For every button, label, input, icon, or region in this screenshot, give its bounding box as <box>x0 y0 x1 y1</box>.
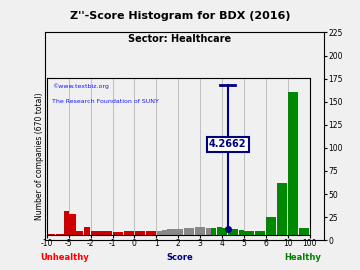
Bar <box>64 208 68 240</box>
Bar <box>138 236 144 240</box>
Bar <box>93 236 114 240</box>
Bar <box>301 51 312 240</box>
Text: Healthy: Healthy <box>284 253 321 262</box>
Bar <box>255 235 265 240</box>
Bar <box>59 238 63 240</box>
Bar <box>84 229 91 240</box>
Bar <box>127 236 138 240</box>
Bar <box>237 233 242 240</box>
Bar <box>225 230 231 240</box>
Bar <box>156 235 161 240</box>
Text: Z''-Score Histogram for BDX (2016): Z''-Score Histogram for BDX (2016) <box>70 11 290 21</box>
Text: Unhealthy: Unhealthy <box>40 253 89 262</box>
Text: Sector: Healthcare: Sector: Healthcare <box>129 34 231 44</box>
Bar <box>68 212 76 240</box>
Bar <box>313 231 324 240</box>
Bar <box>173 233 179 240</box>
Bar <box>278 216 289 240</box>
Bar <box>45 238 49 240</box>
Bar <box>196 231 202 240</box>
Bar <box>214 231 219 240</box>
Bar <box>190 231 196 240</box>
Bar <box>231 231 237 240</box>
Bar <box>208 230 213 240</box>
Text: The Research Foundation of SUNY: The Research Foundation of SUNY <box>50 59 157 65</box>
Bar <box>185 232 190 240</box>
Bar <box>162 235 167 240</box>
Bar <box>50 238 54 240</box>
Bar <box>76 236 84 240</box>
Text: Score: Score <box>167 253 193 262</box>
Bar <box>289 171 301 240</box>
Bar <box>202 230 207 240</box>
Y-axis label: Number of companies (670 total): Number of companies (670 total) <box>35 73 44 200</box>
Bar <box>150 235 155 240</box>
Text: ©www.textbiz.org: ©www.textbiz.org <box>50 39 107 44</box>
Bar <box>220 231 225 240</box>
Bar <box>266 236 277 240</box>
Bar <box>243 233 248 240</box>
Text: 4.2662: 4.2662 <box>219 115 256 125</box>
Bar <box>144 236 149 240</box>
Bar <box>115 237 126 240</box>
Bar <box>249 234 254 240</box>
Bar <box>167 234 173 240</box>
Bar <box>179 233 184 240</box>
Bar <box>54 238 59 240</box>
